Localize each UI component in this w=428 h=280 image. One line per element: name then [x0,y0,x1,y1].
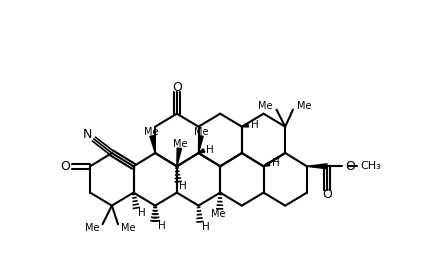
Text: N: N [82,128,92,141]
Text: Me: Me [121,223,136,233]
Polygon shape [307,164,327,169]
Text: H: H [206,145,214,155]
Text: O: O [322,188,332,201]
Polygon shape [199,149,205,153]
Text: H: H [202,222,209,232]
Text: H: H [179,181,187,192]
Text: O: O [60,160,70,173]
Text: Me: Me [85,223,99,233]
Text: Me: Me [211,209,226,219]
Polygon shape [150,136,155,153]
Text: Me: Me [172,139,187,149]
Text: O: O [345,160,355,173]
Polygon shape [264,162,270,166]
Polygon shape [177,148,181,166]
Text: Me: Me [297,101,312,111]
Polygon shape [242,123,249,127]
Text: Me: Me [259,101,273,111]
Text: H: H [158,221,166,231]
Text: H: H [138,208,146,218]
Text: H: H [272,158,279,168]
Text: O: O [172,81,182,94]
Text: Me: Me [194,127,209,137]
Text: H: H [250,120,258,130]
Text: CH₃: CH₃ [360,161,381,171]
Text: Me: Me [144,127,159,137]
Polygon shape [199,136,203,153]
